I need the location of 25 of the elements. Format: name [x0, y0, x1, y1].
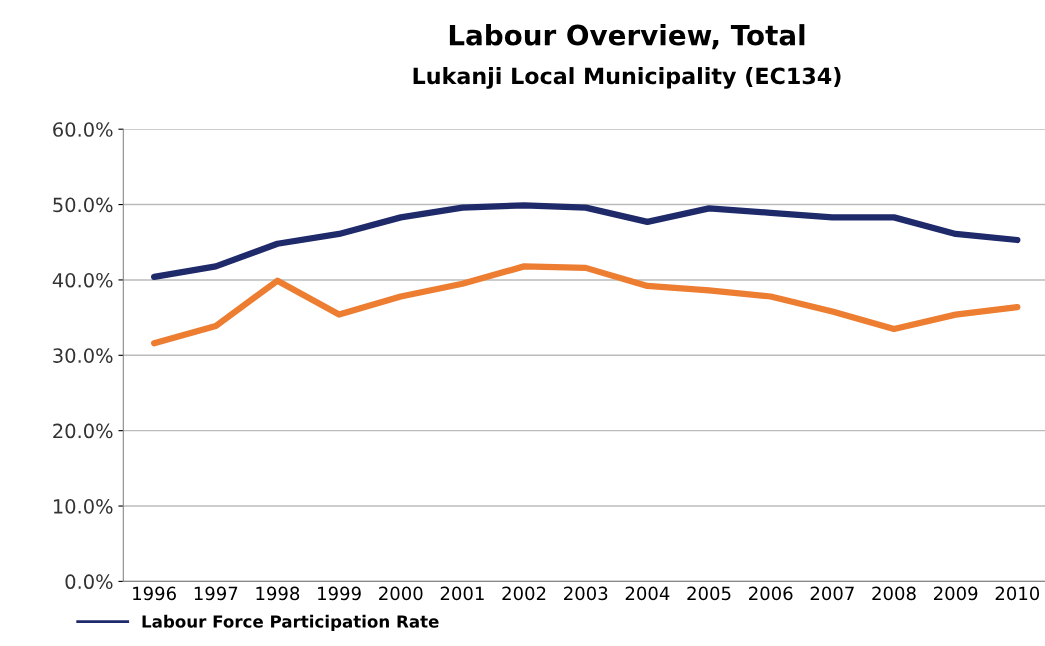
x-tick-label: 2006	[749, 586, 793, 601]
x-tick-label: 2005	[687, 586, 731, 601]
y-tick-label: 0.0%	[65, 574, 113, 590]
y-tick-label: 40.0%	[52, 272, 113, 288]
chart-subtitle: Lukanji Local Municipality (EC134)	[413, 67, 841, 89]
y-tick-label: 30.0%	[53, 348, 113, 363]
x-tick-label: 2009	[934, 586, 978, 601]
x-tick-label: 1997	[194, 586, 238, 601]
x-tick-label: 1999	[318, 586, 361, 601]
x-tick-label: 2000	[379, 586, 423, 601]
x-tick-label: 2001	[440, 586, 484, 601]
chart-title: Labour Overview, Total	[449, 24, 805, 50]
x-tick-label: 2002	[502, 586, 546, 601]
y-tick-label: 50.0%	[53, 197, 113, 213]
x-tick-label: 1998	[256, 586, 300, 601]
x-tick-label: 2007	[810, 586, 854, 601]
legend-label: Labour Force Participation Rate	[142, 614, 439, 631]
y-tick-label: 10.0%	[53, 498, 113, 514]
y-tick-label: 60.0%	[53, 122, 113, 137]
x-tick-label: 2008	[872, 586, 916, 601]
x-tick-label: 2004	[625, 586, 670, 601]
x-tick-label: 2003	[564, 586, 608, 601]
x-tick-label: 2010	[995, 586, 1040, 601]
x-tick-label: 1996	[133, 586, 176, 601]
y-tick-label: 20.0%	[53, 423, 113, 439]
